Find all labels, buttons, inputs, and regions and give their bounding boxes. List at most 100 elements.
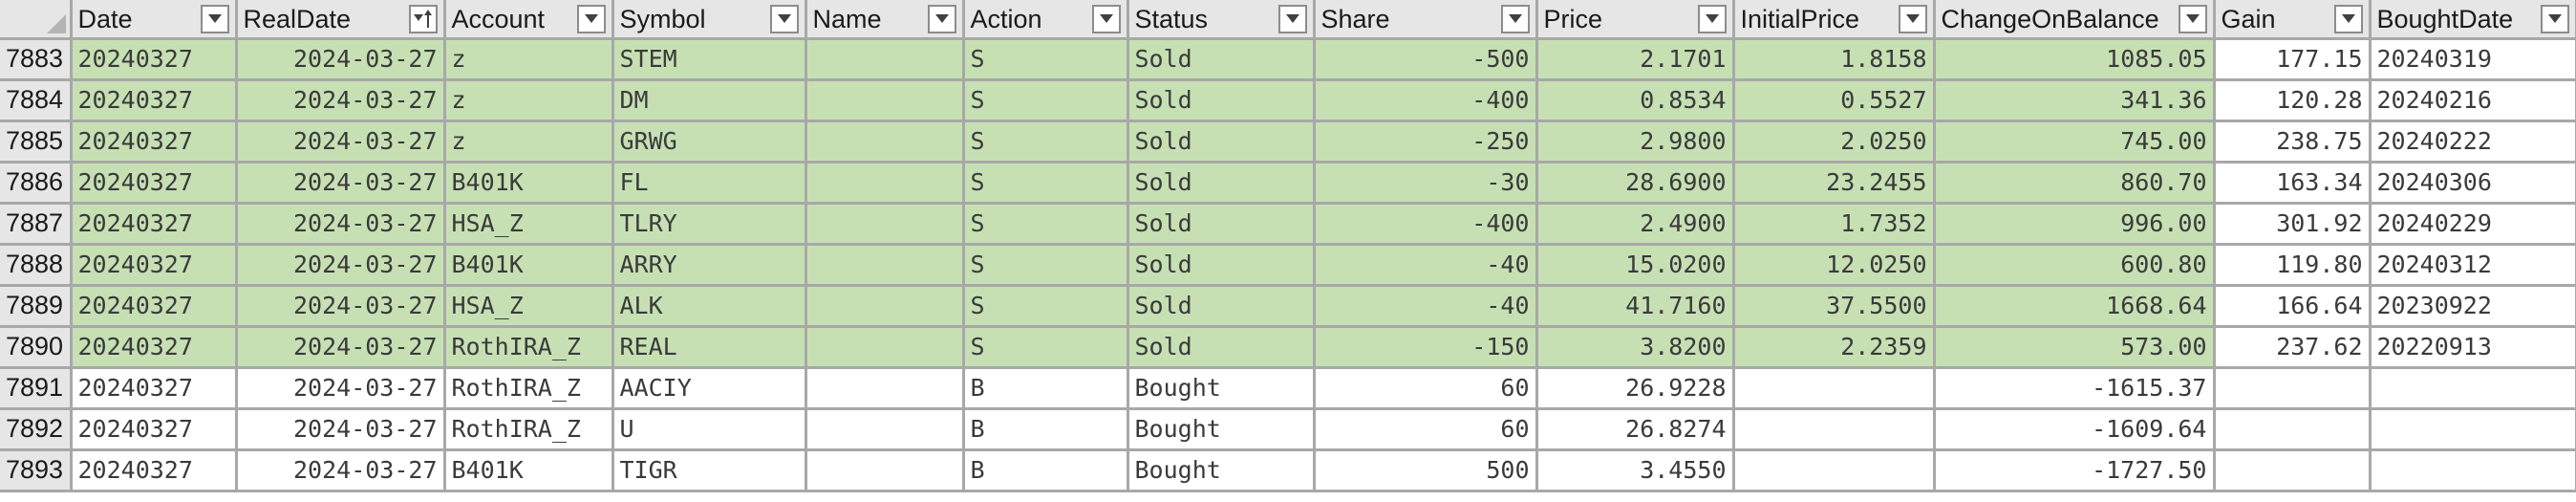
cell-account[interactable]: RothIRA_Z — [444, 367, 614, 410]
cell-date[interactable]: 20240327 — [71, 449, 238, 492]
cell-date[interactable]: 20240327 — [71, 79, 238, 122]
cell-symbol[interactable]: AACIY — [612, 367, 807, 410]
cell-symbol[interactable]: REAL — [612, 326, 807, 369]
cell-account[interactable]: B401K — [444, 449, 614, 492]
cell-date[interactable]: 20240327 — [71, 38, 238, 81]
cell-share[interactable]: 60 — [1314, 408, 1538, 451]
cell-real-date[interactable]: 2024-03-27 — [236, 326, 446, 369]
cell-gain[interactable]: 166.64 — [2214, 285, 2372, 328]
cell-status[interactable]: Sold — [1127, 120, 1316, 164]
cell-status[interactable]: Sold — [1127, 79, 1316, 122]
column-header-name[interactable]: Name — [805, 0, 965, 40]
cell-real-date[interactable]: 2024-03-27 — [236, 449, 446, 492]
cell-date[interactable]: 20240327 — [71, 120, 238, 164]
cell-gain[interactable] — [2214, 449, 2372, 492]
select-all-corner[interactable] — [0, 0, 73, 40]
cell-change-on-balance[interactable]: 860.70 — [1934, 162, 2216, 205]
cell-symbol[interactable]: U — [612, 408, 807, 451]
cell-account[interactable]: z — [444, 79, 614, 122]
cell-name[interactable] — [805, 162, 965, 205]
cell-bought-date[interactable]: 20240319 — [2370, 38, 2576, 81]
cell-bought-date[interactable]: 20220913 — [2370, 326, 2576, 369]
cell-status[interactable]: Sold — [1127, 285, 1316, 328]
cell-real-date[interactable]: 2024-03-27 — [236, 367, 446, 410]
column-header-status[interactable]: Status — [1127, 0, 1316, 40]
cell-action[interactable]: S — [963, 120, 1129, 164]
cell-status[interactable]: Sold — [1127, 162, 1316, 205]
row-number[interactable]: 7892 — [0, 408, 73, 451]
cell-status[interactable]: Bought — [1127, 408, 1316, 451]
cell-name[interactable] — [805, 244, 965, 287]
cell-real-date[interactable]: 2024-03-27 — [236, 120, 446, 164]
cell-action[interactable]: S — [963, 79, 1129, 122]
cell-name[interactable] — [805, 38, 965, 81]
row-number[interactable]: 7886 — [0, 162, 73, 205]
cell-share[interactable]: -40 — [1314, 244, 1538, 287]
cell-gain[interactable] — [2214, 408, 2372, 451]
filter-dropdown-button[interactable] — [2540, 5, 2569, 33]
cell-date[interactable]: 20240327 — [71, 203, 238, 246]
cell-account[interactable]: HSA_Z — [444, 285, 614, 328]
cell-name[interactable] — [805, 449, 965, 492]
row-number[interactable]: 7888 — [0, 244, 73, 287]
cell-price[interactable]: 3.8200 — [1536, 326, 1735, 369]
cell-bought-date[interactable]: 20230922 — [2370, 285, 2576, 328]
cell-real-date[interactable]: 2024-03-27 — [236, 244, 446, 287]
cell-initial-price[interactable]: 2.0250 — [1733, 120, 1936, 164]
column-header-bought-date[interactable]: BoughtDate — [2370, 0, 2576, 40]
cell-account[interactable]: RothIRA_Z — [444, 326, 614, 369]
row-number[interactable]: 7893 — [0, 449, 73, 492]
filter-dropdown-button[interactable] — [1277, 5, 1307, 33]
column-header-symbol[interactable]: Symbol — [612, 0, 807, 40]
column-header-initial-price[interactable]: InitialPrice — [1733, 0, 1936, 40]
cell-change-on-balance[interactable]: 996.00 — [1934, 203, 2216, 246]
column-header-date[interactable]: Date — [71, 0, 238, 40]
cell-share[interactable]: -250 — [1314, 120, 1538, 164]
cell-real-date[interactable]: 2024-03-27 — [236, 38, 446, 81]
cell-account[interactable]: RothIRA_Z — [444, 408, 614, 451]
cell-bought-date[interactable]: 20240229 — [2370, 203, 2576, 246]
cell-real-date[interactable]: 2024-03-27 — [236, 162, 446, 205]
cell-gain[interactable]: 119.80 — [2214, 244, 2372, 287]
cell-real-date[interactable]: 2024-03-27 — [236, 79, 446, 122]
cell-symbol[interactable]: STEM — [612, 38, 807, 81]
cell-gain[interactable]: 120.28 — [2214, 79, 2372, 122]
row-number[interactable]: 7890 — [0, 326, 73, 369]
cell-date[interactable]: 20240327 — [71, 285, 238, 328]
cell-date[interactable]: 20240327 — [71, 326, 238, 369]
cell-share[interactable]: 500 — [1314, 449, 1538, 492]
column-header-share[interactable]: Share — [1314, 0, 1538, 40]
cell-share[interactable]: -400 — [1314, 79, 1538, 122]
column-header-real-date[interactable]: RealDate — [236, 0, 446, 40]
cell-bought-date[interactable]: 20240222 — [2370, 120, 2576, 164]
sort-filter-button[interactable] — [408, 5, 438, 33]
filter-dropdown-button[interactable] — [1697, 5, 1727, 33]
cell-change-on-balance[interactable]: 341.36 — [1934, 79, 2216, 122]
cell-price[interactable]: 2.1701 — [1536, 38, 1735, 81]
column-header-price[interactable]: Price — [1536, 0, 1735, 40]
cell-symbol[interactable]: GRWG — [612, 120, 807, 164]
column-header-gain[interactable]: Gain — [2214, 0, 2372, 40]
cell-name[interactable] — [805, 326, 965, 369]
cell-price[interactable]: 26.8274 — [1536, 408, 1735, 451]
cell-action[interactable]: S — [963, 203, 1129, 246]
cell-change-on-balance[interactable]: -1727.50 — [1934, 449, 2216, 492]
cell-gain[interactable]: 237.62 — [2214, 326, 2372, 369]
cell-price[interactable]: 15.0200 — [1536, 244, 1735, 287]
cell-action[interactable]: S — [963, 285, 1129, 328]
cell-name[interactable] — [805, 285, 965, 328]
cell-share[interactable]: 60 — [1314, 367, 1538, 410]
cell-share[interactable]: -150 — [1314, 326, 1538, 369]
cell-bought-date[interactable] — [2370, 408, 2576, 451]
cell-status[interactable]: Sold — [1127, 244, 1316, 287]
column-header-action[interactable]: Action — [963, 0, 1129, 40]
cell-symbol[interactable]: ARRY — [612, 244, 807, 287]
cell-date[interactable]: 20240327 — [71, 162, 238, 205]
cell-name[interactable] — [805, 120, 965, 164]
cell-gain[interactable]: 163.34 — [2214, 162, 2372, 205]
filter-dropdown-button[interactable] — [1091, 5, 1121, 33]
cell-status[interactable]: Sold — [1127, 38, 1316, 81]
cell-bought-date[interactable]: 20240306 — [2370, 162, 2576, 205]
cell-name[interactable] — [805, 408, 965, 451]
cell-date[interactable]: 20240327 — [71, 244, 238, 287]
